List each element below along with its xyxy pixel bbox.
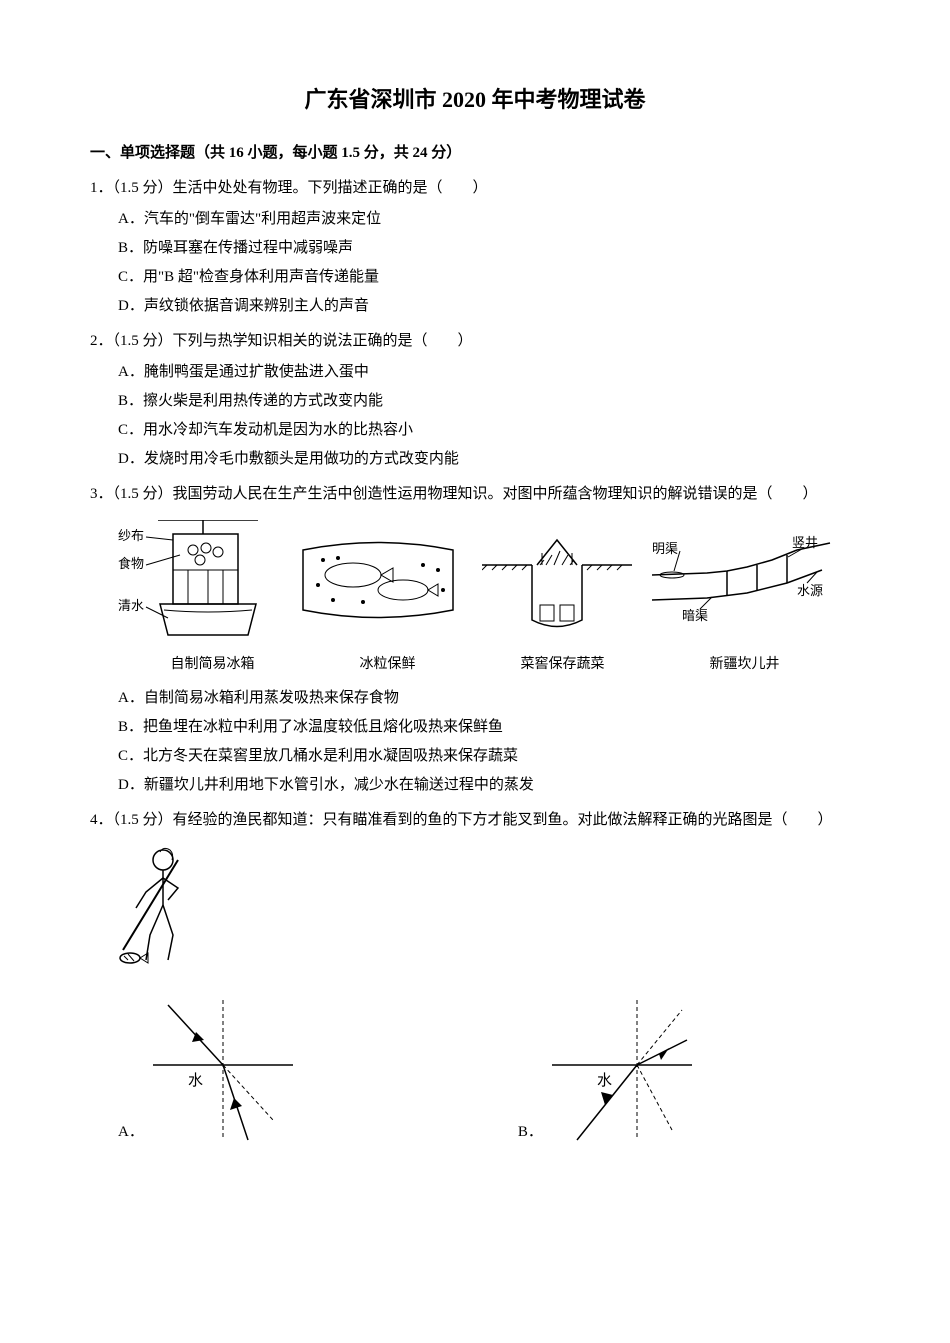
q3-img1-label1: 纱布 [118, 528, 144, 543]
q3-captions-row: 自制简易冰箱 冰粒保鲜 菜窖保存蔬菜 新疆坎儿井 [90, 652, 860, 677]
q3-img1-label3: 清水 [118, 598, 144, 613]
q4-option-b-wrapper: B． 水 [518, 990, 697, 1150]
q4-fisherman-figure [90, 840, 860, 980]
q3-cap4: 新疆坎儿井 [710, 652, 780, 677]
q3-img1: 纱布 食物 清水 [118, 520, 273, 640]
q3-img2-box [293, 530, 463, 630]
q4-water-label-a: 水 [188, 1072, 203, 1089]
q2-stem: 2．（1.5 分）下列与热学知识相关的说法正确的是（ ） [90, 328, 860, 355]
q3-cap2: 冰粒保鲜 [360, 652, 416, 677]
page-title: 广东省深圳市 2020 年中考物理试卷 [90, 80, 860, 120]
q4-stem: 4．（1.5 分）有经验的渔民都知道：只有瞄准看到的鱼的下方才能叉到鱼。对此做法… [90, 807, 860, 834]
q3-img4-label4: 水源 [797, 583, 823, 598]
q3-img1-label2: 食物 [118, 556, 144, 571]
q3-img3 [482, 525, 632, 635]
q3-stem: 3．（1.5 分）我国劳动人民在生产生活中创造性运用物理知识。对图中所蕴含物理知… [90, 481, 860, 508]
q4-options-ab-row: A． 水 B． [90, 990, 860, 1150]
q3-option-b: B．把鱼埋在冰粒中利用了冰温度较低且熔化吸热来保鲜鱼 [90, 714, 860, 741]
q2-option-d: D．发烧时用冷毛巾敷额头是用做功的方式改变内能 [90, 446, 860, 473]
question-3: 3．（1.5 分）我国劳动人民在生产生活中创造性运用物理知识。对图中所蕴含物理知… [90, 481, 860, 799]
q1-option-a: A．汽车的"倒车雷达"利用超声波来定位 [90, 206, 860, 233]
q2-option-a: A．腌制鸭蛋是通过扩散使盐进入蛋中 [90, 359, 860, 386]
q3-img4-label1: 明渠 [652, 541, 678, 556]
q4-diagram-a: 水 [148, 990, 298, 1150]
q3-img4-box: 明渠 竖井 暗渠 水源 [652, 535, 832, 625]
q3-option-a: A．自制简易冰箱利用蒸发吸热来保存食物 [90, 685, 860, 712]
section-header: 一、单项选择题（共 16 小题，每小题 1.5 分，共 24 分） [90, 140, 860, 167]
q4-label-b: B． [518, 1119, 543, 1146]
q2-option-c: C．用水冷却汽车发动机是因为水的比热容小 [90, 417, 860, 444]
q3-img1-box: 纱布 食物 清水 [118, 520, 273, 640]
q3-img2 [293, 530, 463, 630]
q1-option-b: B．防噪耳塞在传播过程中减弱噪声 [90, 235, 860, 262]
question-4: 4．（1.5 分）有经验的渔民都知道：只有瞄准看到的鱼的下方才能叉到鱼。对此做法… [90, 807, 860, 1150]
q1-option-d: D．声纹锁依据音调来辨别主人的声音 [90, 293, 860, 320]
q1-stem: 1．（1.5 分）生活中处处有物理。下列描述正确的是（ ） [90, 175, 860, 202]
q3-cap1: 自制简易冰箱 [171, 652, 255, 677]
q4-diagram-b: 水 [547, 990, 697, 1150]
q1-option-c: C．用"B 超"检查身体利用声音传递能量 [90, 264, 860, 291]
q4-water-label-b: 水 [597, 1072, 612, 1089]
q3-img3-box [482, 525, 632, 635]
q4-label-a: A． [118, 1119, 144, 1146]
q4-option-a-wrapper: A． 水 [118, 990, 298, 1150]
q3-img4: 明渠 竖井 暗渠 水源 [652, 535, 832, 625]
q3-images-row: 纱布 食物 清水 [90, 512, 860, 648]
q2-option-b: B．擦火柴是利用热传递的方式改变内能 [90, 388, 860, 415]
q3-cap3: 菜窖保存蔬菜 [521, 652, 605, 677]
q3-img4-label3: 暗渠 [682, 608, 708, 623]
question-2: 2．（1.5 分）下列与热学知识相关的说法正确的是（ ） A．腌制鸭蛋是通过扩散… [90, 328, 860, 473]
q3-img4-label2: 竖井 [792, 535, 818, 550]
question-1: 1．（1.5 分）生活中处处有物理。下列描述正确的是（ ） A．汽车的"倒车雷达… [90, 175, 860, 320]
q3-option-d: D．新疆坎儿井利用地下水管引水，减少水在输送过程中的蒸发 [90, 772, 860, 799]
q3-option-c: C．北方冬天在菜窖里放几桶水是利用水凝固吸热来保存蔬菜 [90, 743, 860, 770]
